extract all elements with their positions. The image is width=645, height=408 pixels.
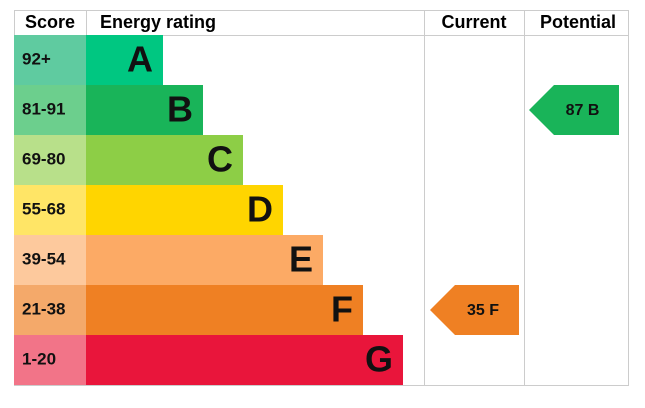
header-score: Score — [25, 12, 75, 32]
rating-letter: G — [365, 339, 393, 380]
score-label: 1-20 — [22, 349, 56, 368]
current-label: 35 F — [467, 302, 499, 319]
rating-bar — [86, 285, 363, 335]
rating-letter: B — [167, 89, 193, 130]
rating-letter: F — [331, 289, 353, 330]
potential-label: 87 B — [566, 102, 600, 119]
rating-letter: D — [247, 189, 273, 230]
potential-arrow — [529, 85, 619, 135]
rating-bar — [86, 85, 203, 135]
score-label: 39-54 — [22, 249, 66, 268]
rating-bar — [86, 135, 243, 185]
header-potential: Potential — [540, 12, 616, 32]
current-arrow — [430, 285, 519, 335]
rating-bar — [86, 235, 323, 285]
rating-bar — [86, 335, 403, 385]
score-cell — [14, 135, 86, 185]
score-cell — [14, 85, 86, 135]
score-label: 21-38 — [22, 299, 65, 318]
rating-letter: A — [127, 39, 153, 80]
rating-bar — [86, 185, 283, 235]
rating-letter: E — [289, 239, 313, 280]
score-cell — [14, 235, 86, 285]
score-cell — [14, 285, 86, 335]
header-current: Current — [441, 12, 506, 32]
rating-letter: C — [207, 139, 233, 180]
header-rating: Energy rating — [100, 12, 216, 32]
score-cell — [14, 335, 86, 385]
score-cell — [14, 185, 86, 235]
score-label: 55-68 — [22, 199, 65, 218]
score-label: 69-80 — [22, 149, 65, 168]
rating-bar — [86, 35, 163, 85]
score-label: 81-91 — [22, 99, 65, 118]
score-label: 92+ — [22, 49, 51, 68]
score-cell — [14, 35, 86, 85]
